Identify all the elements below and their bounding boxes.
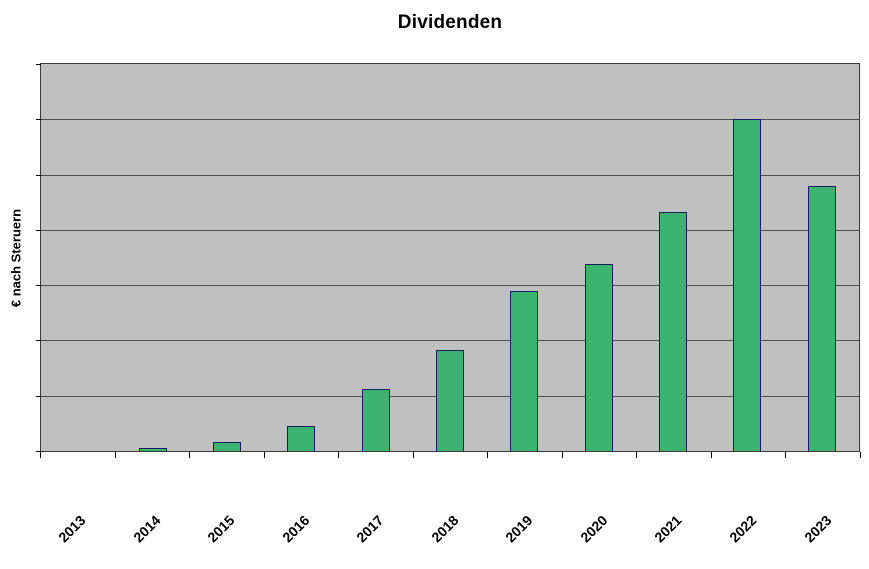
x-axis-tick — [487, 452, 489, 458]
gridline — [41, 119, 859, 121]
x-tick-label: 2022 — [726, 512, 760, 546]
bar-2020 — [584, 264, 613, 451]
x-tick-label: 2017 — [353, 512, 387, 546]
gridline — [41, 285, 859, 287]
chart-title: Dividenden — [397, 12, 503, 33]
x-axis-tick — [338, 452, 340, 458]
x-tick-label: 2016 — [278, 512, 313, 546]
x-axis-tick — [263, 452, 265, 458]
x-axis-tick — [561, 452, 563, 458]
x-tick-label: 2015 — [204, 512, 238, 546]
x-tick-label: 2021 — [651, 512, 685, 546]
x-axis — [40, 452, 861, 459]
x-tick-label: 2013 — [55, 512, 89, 546]
bar-2014 — [138, 448, 167, 451]
x-tick-label: 2018 — [427, 512, 462, 546]
x-axis-tick — [412, 452, 414, 458]
x-axis-tick — [785, 452, 787, 458]
gridline — [41, 229, 859, 231]
gridline — [41, 174, 859, 176]
plot-area — [36, 63, 860, 452]
y-axis-tick — [36, 285, 41, 287]
bar-2023 — [807, 185, 836, 451]
bar-2015 — [212, 442, 241, 451]
bar-2019 — [510, 290, 539, 451]
x-tick-label: 2023 — [800, 512, 835, 546]
x-tick-label: 2020 — [577, 512, 611, 546]
bar-2017 — [361, 388, 390, 451]
bar-2021 — [659, 211, 688, 451]
y-axis-tick — [36, 395, 41, 397]
y-axis-tick — [36, 174, 41, 176]
y-axis-tick — [36, 64, 41, 65]
x-axis-tick — [189, 452, 191, 458]
x-tick-label: 2019 — [502, 512, 536, 546]
x-axis-tick — [40, 452, 41, 458]
y-axis-tick — [36, 229, 41, 231]
y-axis-tick — [36, 340, 41, 342]
bar-2022 — [733, 119, 762, 451]
y-axis-tick — [36, 119, 41, 121]
y-axis-label: € nach Steruern — [8, 208, 24, 308]
x-axis-tick — [710, 452, 712, 458]
x-axis-labels: 2013 2014 2015 2016 2017 2018 2019 2020 2021 2022… — [40, 458, 860, 568]
x-tick-label: 2014 — [129, 512, 164, 546]
gridline — [41, 340, 859, 342]
bar-2018 — [436, 350, 464, 451]
bar-2016 — [287, 426, 316, 451]
x-axis-tick — [114, 452, 116, 458]
x-axis-tick — [636, 452, 638, 458]
y-axis-tick — [36, 451, 41, 452]
x-axis-tick — [860, 452, 861, 458]
